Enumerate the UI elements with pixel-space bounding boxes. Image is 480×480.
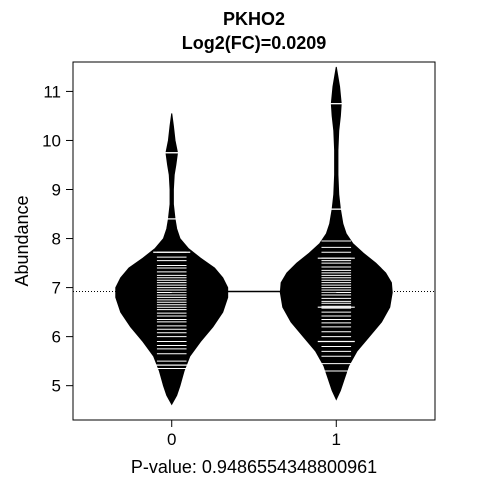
x-axis-title: P-value: 0.9486554348800961 (131, 457, 377, 477)
bean-group-0 (115, 113, 229, 406)
bean-group-1 (279, 66, 393, 401)
y-tick-label: 11 (43, 82, 61, 101)
y-tick-label: 8 (52, 230, 61, 249)
y-axis-title: Abundance (12, 195, 32, 286)
y-tick-label: 7 (52, 279, 61, 298)
y-tick-label: 9 (52, 181, 61, 200)
plot-area (73, 66, 435, 406)
x-tick-label: 1 (332, 430, 341, 449)
y-tick-label: 5 (52, 377, 61, 396)
y-tick-label: 10 (42, 131, 61, 150)
x-tick-label: 0 (167, 430, 176, 449)
chart-title: PKHO2 (223, 9, 285, 29)
y-tick-label: 6 (52, 328, 61, 347)
y-axis: 5 6 7 8 9 10 11 (42, 82, 74, 396)
plot-frame (72, 61, 436, 421)
chart-subtitle: Log2(FC)=0.0209 (182, 33, 327, 53)
